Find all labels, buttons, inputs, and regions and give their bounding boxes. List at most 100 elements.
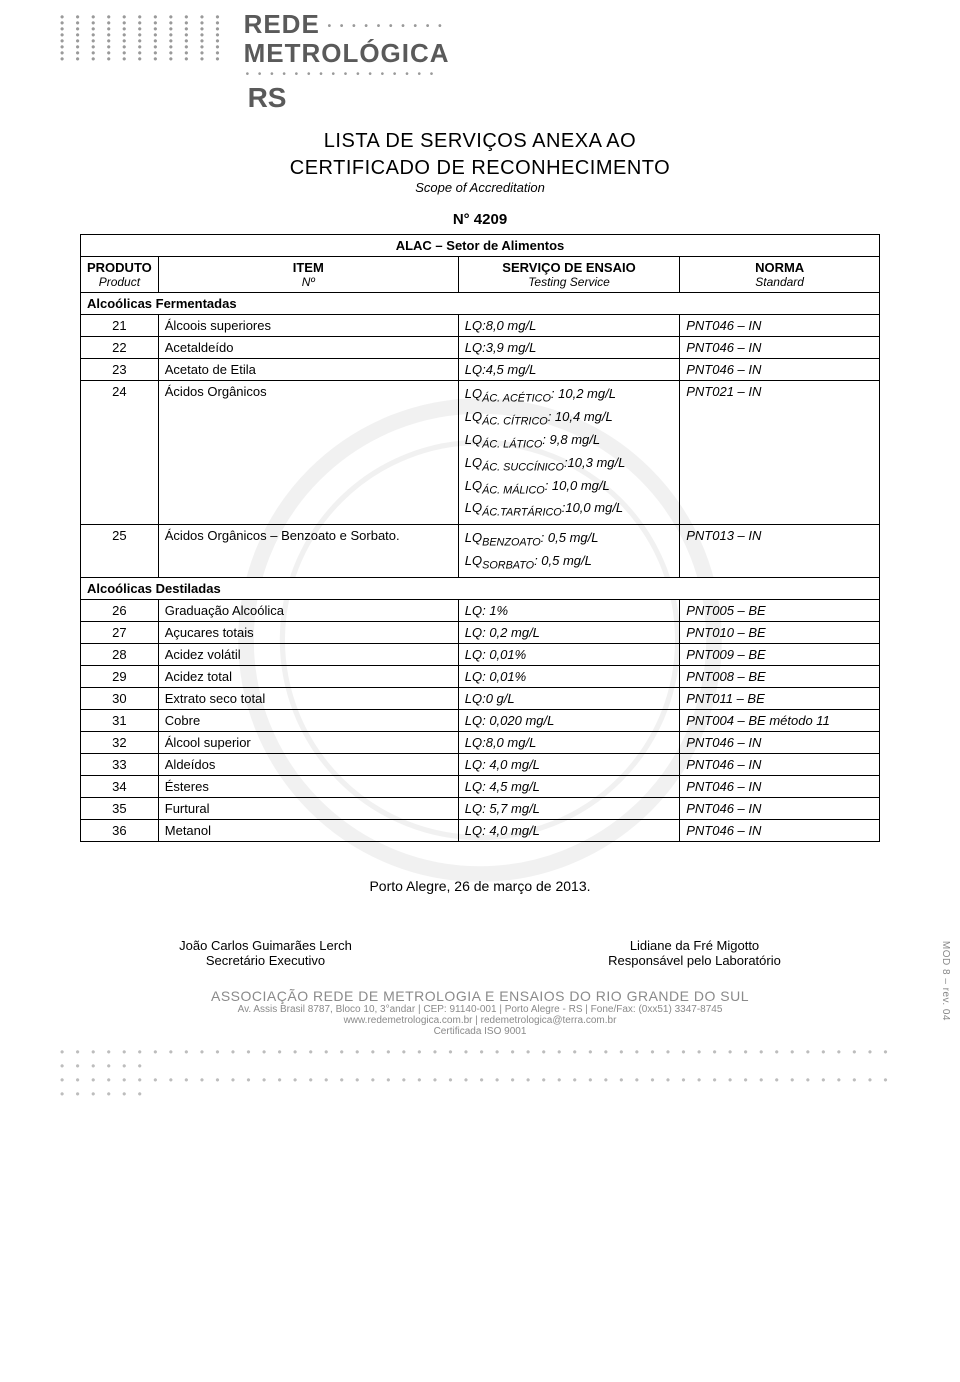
row-norm: PNT046 – IN [680, 337, 880, 359]
table-row: 30Extrato seco totalLQ:0 g/LPNT011 – BE [81, 687, 880, 709]
row-serv: Graduação Alcoólica [158, 599, 458, 621]
table-row: 26Graduação AlcoólicaLQ: 1%PNT005 – BE [81, 599, 880, 621]
row-lq: LQ:0 g/L [458, 687, 679, 709]
row-norm: PNT046 – IN [680, 775, 880, 797]
row-serv: Acetaldeído [158, 337, 458, 359]
col-head-item: ITEM [165, 260, 452, 275]
row-serv: Ácidos Orgânicos [158, 381, 458, 525]
row-num: 25 [81, 525, 159, 578]
header-dots-left: • • • • • • • • • • • • • • • • • • • • … [60, 14, 224, 62]
logo-text-2: METROLÓGICA [244, 39, 450, 68]
row-num: 34 [81, 775, 159, 797]
date-line: Porto Alegre, 26 de março de 2013. [80, 878, 880, 894]
row-lq: LQ: 5,7 mg/L [458, 797, 679, 819]
footer-dots: • • • • • • • • • • • • • • • • • • • • … [0, 1037, 960, 1101]
sign-right-name: Lidiane da Fré Migotto [519, 938, 870, 953]
table-row: 25 Ácidos Orgânicos – Benzoato e Sorbato… [81, 525, 880, 578]
main-content: LISTA DE SERVIÇOS ANEXA AO CERTIFICADO D… [0, 114, 960, 1037]
row-norm: PNT046 – IN [680, 315, 880, 337]
table-row: 22AcetaldeídoLQ:3,9 mg/LPNT046 – IN [81, 337, 880, 359]
col-head-produto-sub: Product [87, 275, 152, 289]
row-norm: PNT008 – BE [680, 665, 880, 687]
col-head-servico-sub: Testing Service [465, 275, 673, 289]
side-mod-label: MOD 8 – rev. 04 [940, 941, 951, 1021]
table-row: 28Acidez volátilLQ: 0,01%PNT009 – BE [81, 643, 880, 665]
row-num: 26 [81, 599, 159, 621]
row-lq-multi: LQÁC. ACÉTICO: 10,2 mg/LLQÁC. CÍTRICO: 1… [458, 381, 679, 525]
logo-text-1: REDE [244, 9, 320, 39]
row-lq: LQ:3,9 mg/L [458, 337, 679, 359]
row-norm: PNT010 – BE [680, 621, 880, 643]
sign-left-role: Secretário Executivo [90, 953, 441, 968]
page-header: • • • • • • • • • • • • • • • • • • • • … [0, 0, 960, 114]
footer-cert: Certificada ISO 9001 [80, 1026, 880, 1037]
col-head-produto: PRODUTO [87, 260, 152, 275]
row-lq: LQ:8,0 mg/L [458, 731, 679, 753]
row-num: 22 [81, 337, 159, 359]
table-header-row: PRODUTO Product ITEM Nº SERVIÇO DE ENSAI… [81, 257, 880, 293]
table-row: 23Acetato de EtilaLQ:4,5 mg/LPNT046 – IN [81, 359, 880, 381]
row-num: 35 [81, 797, 159, 819]
title-line-2: CERTIFICADO DE RECONHECIMENTO [80, 157, 880, 180]
row-lq: LQ: 0,2 mg/L [458, 621, 679, 643]
table-row: 33AldeídosLQ: 4,0 mg/LPNT046 – IN [81, 753, 880, 775]
table-row: 34ÉsteresLQ: 4,5 mg/LPNT046 – IN [81, 775, 880, 797]
table-row: 35FurturalLQ: 5,7 mg/LPNT046 – IN [81, 797, 880, 819]
row-lq: LQ: 1% [458, 599, 679, 621]
table-row: 31CobreLQ: 0,020 mg/LPNT004 – BE método … [81, 709, 880, 731]
row-lq: LQ: 4,5 mg/L [458, 775, 679, 797]
title-line-1: LISTA DE SERVIÇOS ANEXA AO [80, 130, 880, 153]
row-norm: PNT009 – BE [680, 643, 880, 665]
row-norm: PNT013 – IN [680, 525, 880, 578]
signature-row: João Carlos Guimarães Lerch Secretário E… [80, 938, 880, 968]
footer-addr: Av. Assis Brasil 8787, Bloco 10, 3°andar… [80, 1004, 880, 1015]
row-serv: Aldeídos [158, 753, 458, 775]
table-row: 21Álcoois superioresLQ:8,0 mg/LPNT046 – … [81, 315, 880, 337]
services-table: ALAC – Setor de Alimentos PRODUTO Produc… [80, 234, 880, 842]
row-serv: Ácidos Orgânicos – Benzoato e Sorbato. [158, 525, 458, 578]
row-norm: PNT046 – IN [680, 797, 880, 819]
table-row: 29Acidez totalLQ: 0,01%PNT008 – BE [81, 665, 880, 687]
logo-text-3: RS [248, 82, 287, 114]
row-lq: LQ:4,5 mg/L [458, 359, 679, 381]
table-row: 36MetanolLQ: 4,0 mg/LPNT046 – IN [81, 819, 880, 841]
doc-number: N° 4209 [80, 211, 880, 228]
footer-assoc-name: ASSOCIAÇÃO REDE DE METROLOGIA E ENSAIOS … [80, 988, 880, 1004]
row-serv: Álcool superior [158, 731, 458, 753]
col-head-servico: SERVIÇO DE ENSAIO [465, 260, 673, 275]
row-serv: Extrato seco total [158, 687, 458, 709]
row-serv: Cobre [158, 709, 458, 731]
row-num: 36 [81, 819, 159, 841]
row-norm: PNT005 – BE [680, 599, 880, 621]
col-head-item-sub: Nº [165, 275, 452, 289]
col-head-norma: NORMA [686, 260, 873, 275]
row-lq: LQ: 4,0 mg/L [458, 753, 679, 775]
group-header-2: Alcoólicas Destiladas [81, 577, 880, 599]
sign-right-role: Responsável pelo Laboratório [519, 953, 870, 968]
sign-left-name: João Carlos Guimarães Lerch [90, 938, 441, 953]
row-lq: LQ:8,0 mg/L [458, 315, 679, 337]
signature-right: Lidiane da Fré Migotto Responsável pelo … [519, 938, 870, 968]
row-num: 27 [81, 621, 159, 643]
row-num: 24 [81, 381, 159, 525]
row-num: 30 [81, 687, 159, 709]
row-lq: LQ: 0,01% [458, 643, 679, 665]
row-num: 28 [81, 643, 159, 665]
row-lq: LQ: 0,020 mg/L [458, 709, 679, 731]
row-norm: PNT021 – IN [680, 381, 880, 525]
table-row: 32Álcool superiorLQ:8,0 mg/LPNT046 – IN [81, 731, 880, 753]
row-norm: PNT046 – IN [680, 819, 880, 841]
row-norm: PNT004 – BE método 11 [680, 709, 880, 731]
row-num: 29 [81, 665, 159, 687]
row-num: 33 [81, 753, 159, 775]
row-num: 21 [81, 315, 159, 337]
group-header-1: Alcoólicas Fermentadas [81, 293, 880, 315]
table-row: 27Açucares totaisLQ: 0,2 mg/LPNT010 – BE [81, 621, 880, 643]
row-num: 23 [81, 359, 159, 381]
subtitle: Scope of Accreditation [80, 180, 880, 195]
row-num: 32 [81, 731, 159, 753]
row-lq: LQ: 0,01% [458, 665, 679, 687]
row-norm: PNT046 – IN [680, 753, 880, 775]
row-serv: Açucares totais [158, 621, 458, 643]
signature-left: João Carlos Guimarães Lerch Secretário E… [90, 938, 441, 968]
